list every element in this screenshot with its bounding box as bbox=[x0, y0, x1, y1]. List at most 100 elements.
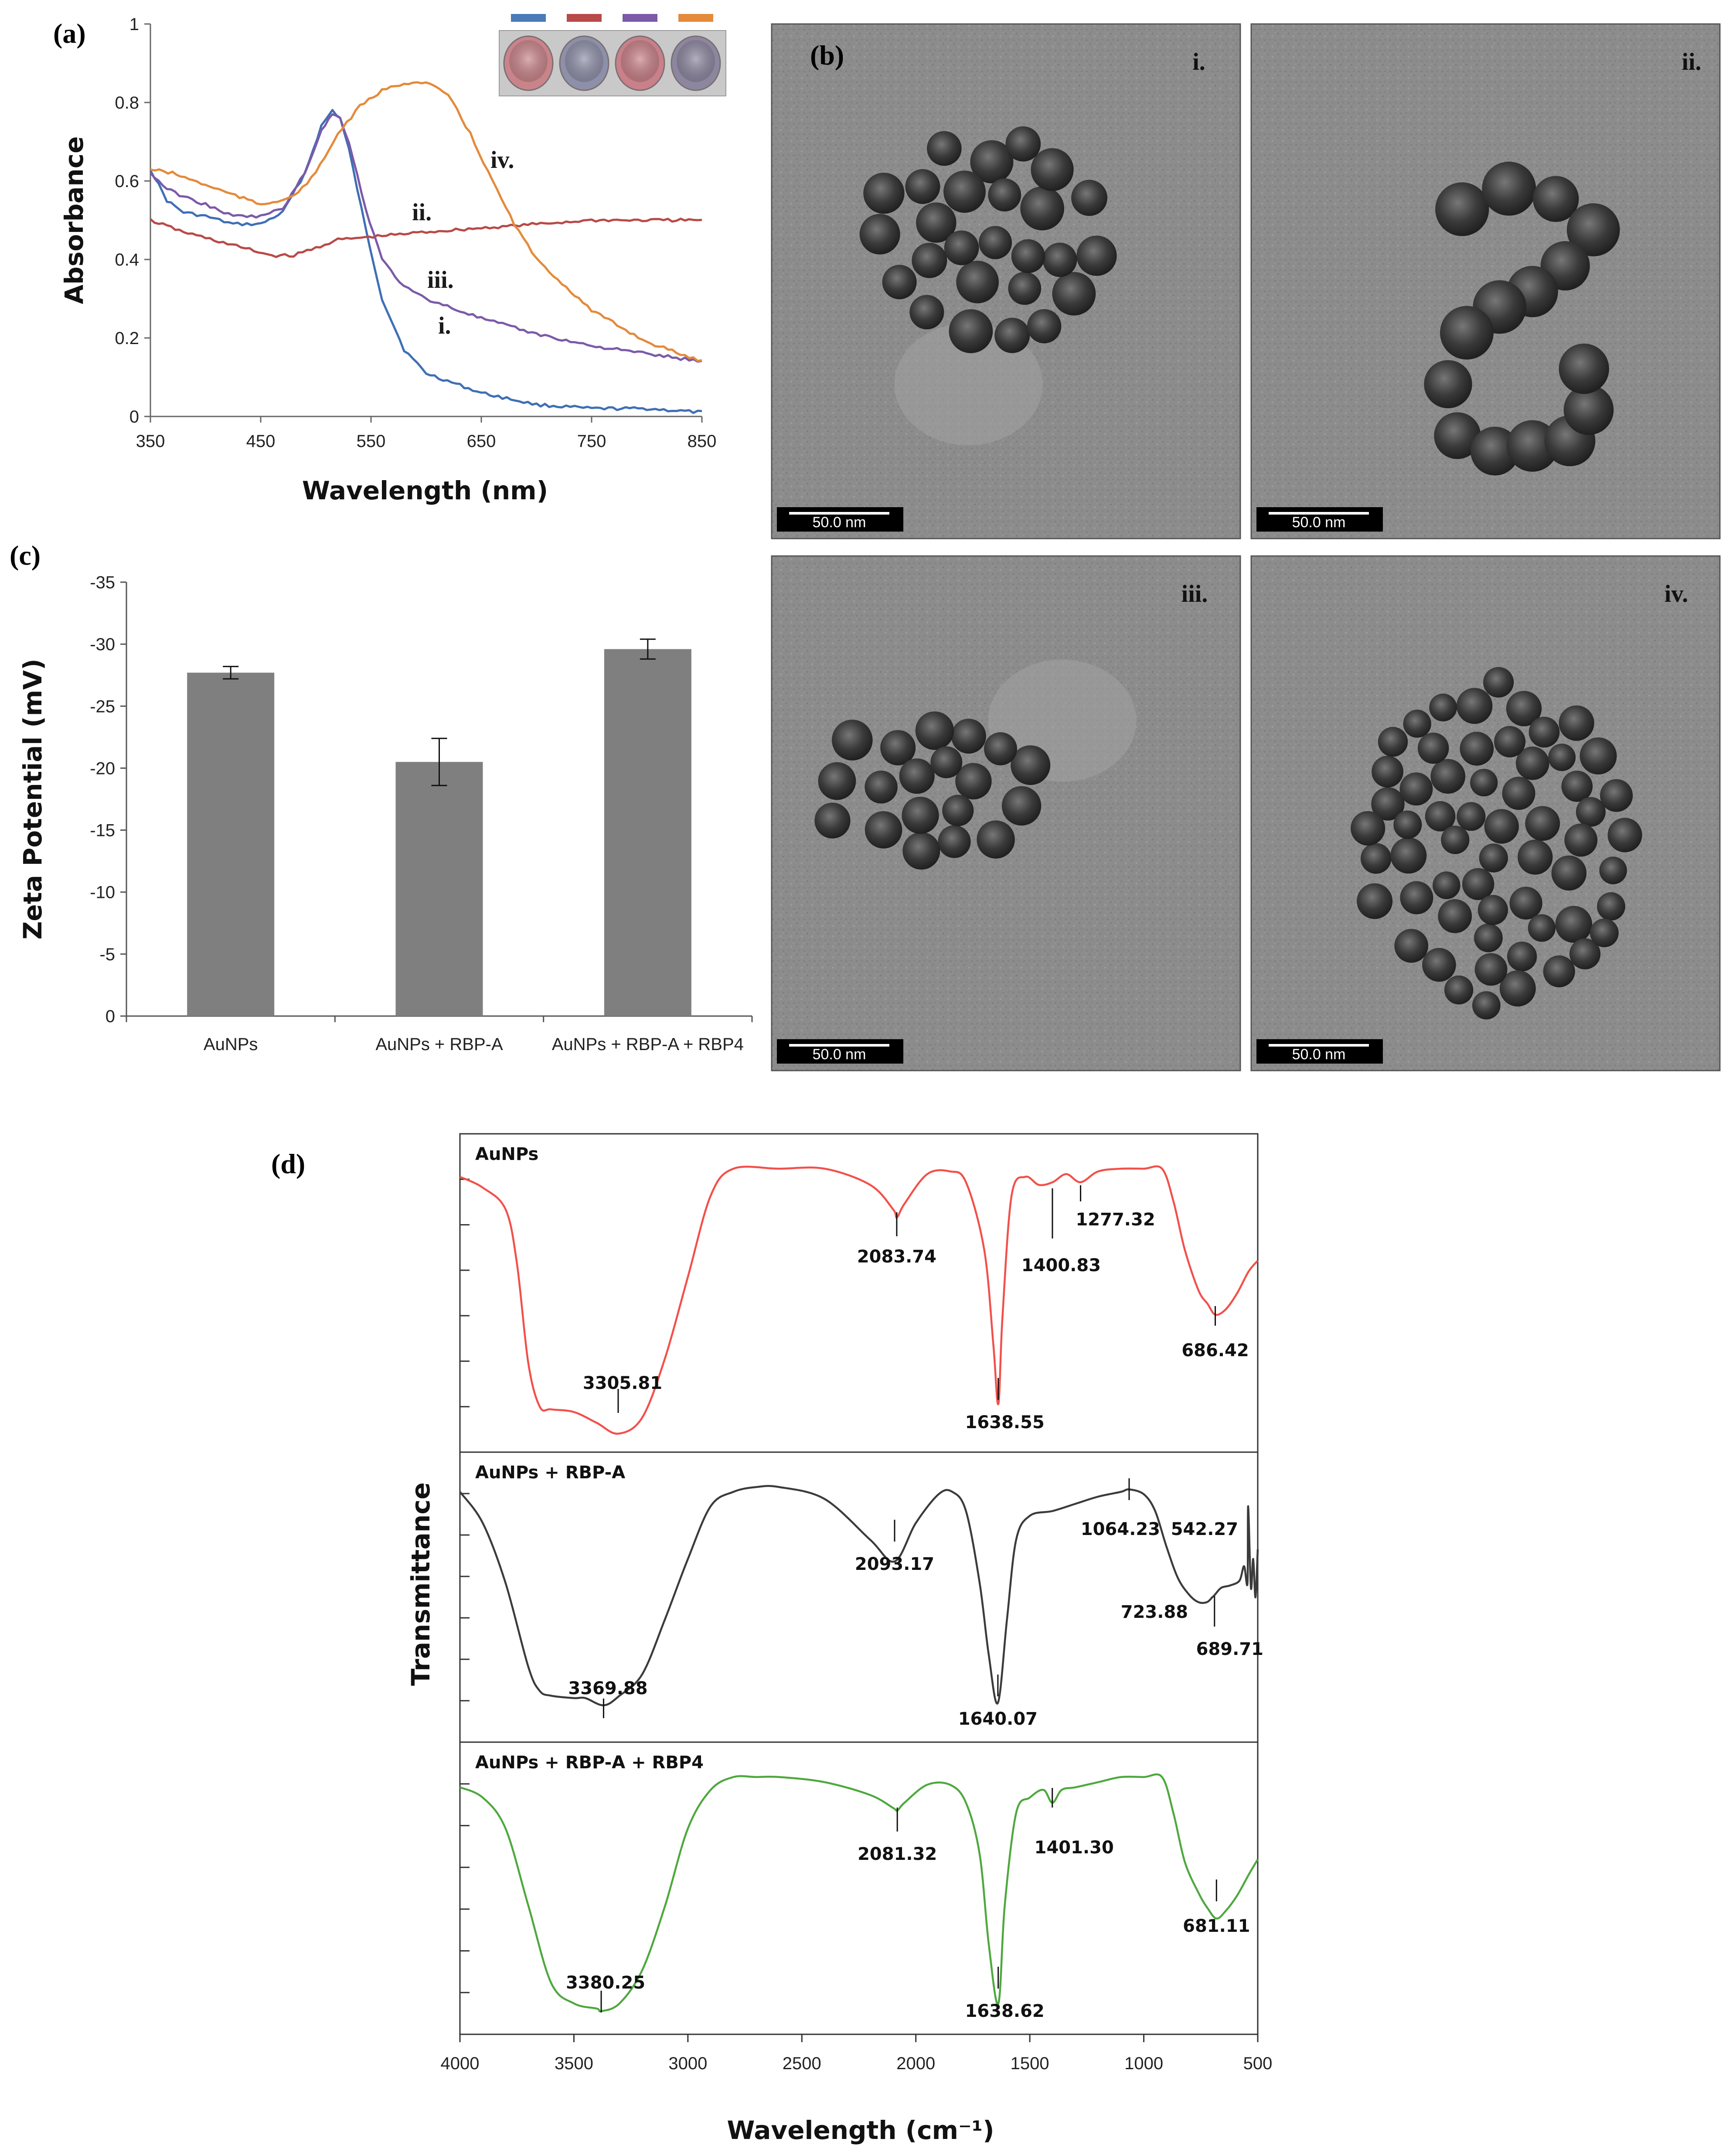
ftir-peak-label: 2081.32 bbox=[858, 1844, 937, 1864]
tem-panel-label-1: i. bbox=[1192, 48, 1205, 75]
ftir-x-tick-label: 2000 bbox=[896, 2054, 935, 2073]
tem-nanoparticle bbox=[1564, 823, 1598, 857]
d-y-axis-title: Transmittance bbox=[406, 1482, 436, 1686]
tem-nanoparticle bbox=[949, 309, 993, 353]
ftir-x-tick-label: 2500 bbox=[783, 2054, 821, 2073]
tem-scale-text-4: 50.0 nm bbox=[1292, 1046, 1346, 1063]
tem-nanoparticle bbox=[977, 820, 1015, 859]
tem-nanoparticle bbox=[1518, 839, 1553, 875]
tem-nanoparticle bbox=[1576, 797, 1606, 827]
tem-nanoparticle bbox=[1559, 705, 1594, 741]
tem-nanoparticle bbox=[1607, 818, 1642, 853]
a-x-tick-label: 550 bbox=[357, 432, 386, 451]
tem-nanoparticle bbox=[1440, 306, 1494, 360]
c-bar-3 bbox=[604, 649, 691, 1016]
panel-label-d: (d) bbox=[271, 1148, 305, 1179]
tem-panel-background-1 bbox=[771, 23, 1241, 539]
ftir-peak-label: 3369.88 bbox=[568, 1678, 647, 1699]
inset-photo bbox=[499, 14, 726, 96]
tem-nanoparticle bbox=[1378, 727, 1408, 757]
tem-nanoparticle bbox=[880, 730, 916, 766]
ftir-series-line-3 bbox=[460, 1773, 1259, 2013]
tem-nanoparticle bbox=[1076, 235, 1117, 276]
tem-organic-residue-1 bbox=[894, 323, 1043, 445]
tem-nanoparticle bbox=[1528, 914, 1556, 942]
tem-nanoparticle bbox=[1435, 182, 1489, 236]
ftir-peak-label: 542.27 bbox=[1171, 1519, 1238, 1539]
ftir-series-line-2 bbox=[459, 1485, 1259, 1706]
tem-nanoparticle bbox=[1477, 895, 1508, 925]
tem-scale-text-1: 50.0 nm bbox=[813, 514, 866, 531]
tem-nanoparticle bbox=[1462, 868, 1494, 901]
tem-nanoparticle bbox=[1005, 126, 1041, 162]
tem-nanoparticle bbox=[1394, 929, 1429, 963]
panel-label-b: (b) bbox=[810, 40, 844, 71]
tem-scale-bar-4 bbox=[1256, 1039, 1383, 1064]
tem-nanoparticle bbox=[1430, 759, 1466, 794]
a-series-label-1: i. bbox=[438, 312, 451, 339]
tem-nanoparticle bbox=[1474, 923, 1503, 952]
tem-nanoparticle bbox=[1569, 938, 1601, 969]
inset-well-sheen-4 bbox=[677, 40, 715, 82]
tem-nanoparticle bbox=[1444, 976, 1474, 1005]
a-x-tick-label: 750 bbox=[577, 432, 606, 451]
ftir-peak-label: 2093.17 bbox=[855, 1554, 934, 1574]
tem-nanoparticle bbox=[1027, 309, 1062, 344]
ftir-x-tick-label: 3000 bbox=[668, 2054, 707, 2073]
tem-nanoparticle bbox=[1360, 843, 1392, 874]
a-y-tick-label: 0.2 bbox=[115, 329, 139, 348]
tem-panel-4: 50.0 nm iv. bbox=[1250, 555, 1721, 1071]
tem-panel-2: 50.0 nm ii. bbox=[1250, 23, 1721, 539]
tem-nanoparticle bbox=[938, 825, 971, 858]
ftir-chart: (d) AuNPs AuNPs + RBP-A AuNPs + RBP-A + RB… bbox=[271, 1133, 1273, 2145]
a-y-tick-label: 0.6 bbox=[115, 172, 139, 191]
tem-nanoparticle bbox=[1483, 667, 1514, 698]
tem-nanoparticle bbox=[1372, 756, 1404, 788]
a-x-tick-label: 650 bbox=[467, 432, 496, 451]
tem-nanoparticle bbox=[1507, 941, 1537, 972]
tem-nanoparticle bbox=[909, 295, 944, 330]
tem-nanoparticle bbox=[1600, 779, 1633, 812]
c-category-label-1: AuNPs bbox=[204, 1035, 258, 1054]
ftir-peak-label: 723.88 bbox=[1121, 1602, 1188, 1622]
ftir-x-tick-label: 500 bbox=[1243, 2054, 1273, 2073]
tem-nanoparticle bbox=[956, 260, 999, 304]
ftir-peak-label: 1400.83 bbox=[1021, 1255, 1101, 1276]
ftir-plot: AuNPs AuNPs + RBP-A AuNPs + RBP-A + RBP4 20… bbox=[441, 1133, 1273, 2073]
tem-nanoparticle bbox=[988, 178, 1021, 211]
tem-nanoparticle bbox=[1561, 771, 1593, 802]
tem-images: 50.0 nm i. 50.0 nm ii. 50.0 nm iii. 50.0 nm iv.… bbox=[771, 23, 1721, 1071]
tem-nanoparticle bbox=[1393, 810, 1422, 839]
tem-organic-residue-3 bbox=[988, 659, 1137, 782]
a-series-line-1 bbox=[149, 109, 702, 414]
tem-nanoparticle bbox=[978, 226, 1012, 259]
c-y-axis-title: Zeta Potential (mV) bbox=[18, 658, 48, 939]
tem-nanoparticle bbox=[1484, 809, 1519, 844]
c-y-tick-label: -15 bbox=[90, 821, 115, 840]
tem-nanoparticle bbox=[955, 763, 992, 800]
tem-nanoparticle bbox=[1390, 837, 1427, 874]
a-axes: 0 0.2 0.4 0.6 0.8 1 350 450 550 650 750 850 bbox=[115, 15, 716, 451]
tem-nanoparticle bbox=[1052, 272, 1096, 316]
tem-nanoparticle bbox=[942, 795, 974, 826]
tem-nanoparticle bbox=[859, 214, 900, 255]
inset-color-swatch-1 bbox=[511, 14, 546, 22]
ftir-x-tick-label: 4000 bbox=[441, 2054, 480, 2073]
a-x-tick-label: 350 bbox=[136, 432, 165, 451]
c-y-tick-label: -20 bbox=[90, 759, 115, 778]
tem-nanoparticle bbox=[1351, 811, 1385, 846]
ftir-peak-label: 681.11 bbox=[1183, 1916, 1250, 1936]
ftir-x-tick-label: 1500 bbox=[1011, 2054, 1049, 2073]
tem-nanoparticle bbox=[1509, 887, 1542, 920]
tem-nanoparticle bbox=[970, 140, 1014, 184]
tem-nanoparticle bbox=[1474, 953, 1508, 986]
ftir-peak-label: 1401.30 bbox=[1035, 1838, 1114, 1858]
tem-nanoparticle bbox=[994, 317, 1030, 353]
tem-nanoparticle bbox=[1515, 747, 1549, 780]
tem-nanoparticle bbox=[1011, 239, 1045, 273]
tem-nanoparticle bbox=[1472, 991, 1501, 1020]
tem-nanoparticle bbox=[1399, 772, 1433, 806]
c-y-tick-label: -25 bbox=[90, 697, 115, 716]
tem-nanoparticle bbox=[1042, 242, 1077, 277]
tem-nanoparticle bbox=[1482, 161, 1536, 216]
